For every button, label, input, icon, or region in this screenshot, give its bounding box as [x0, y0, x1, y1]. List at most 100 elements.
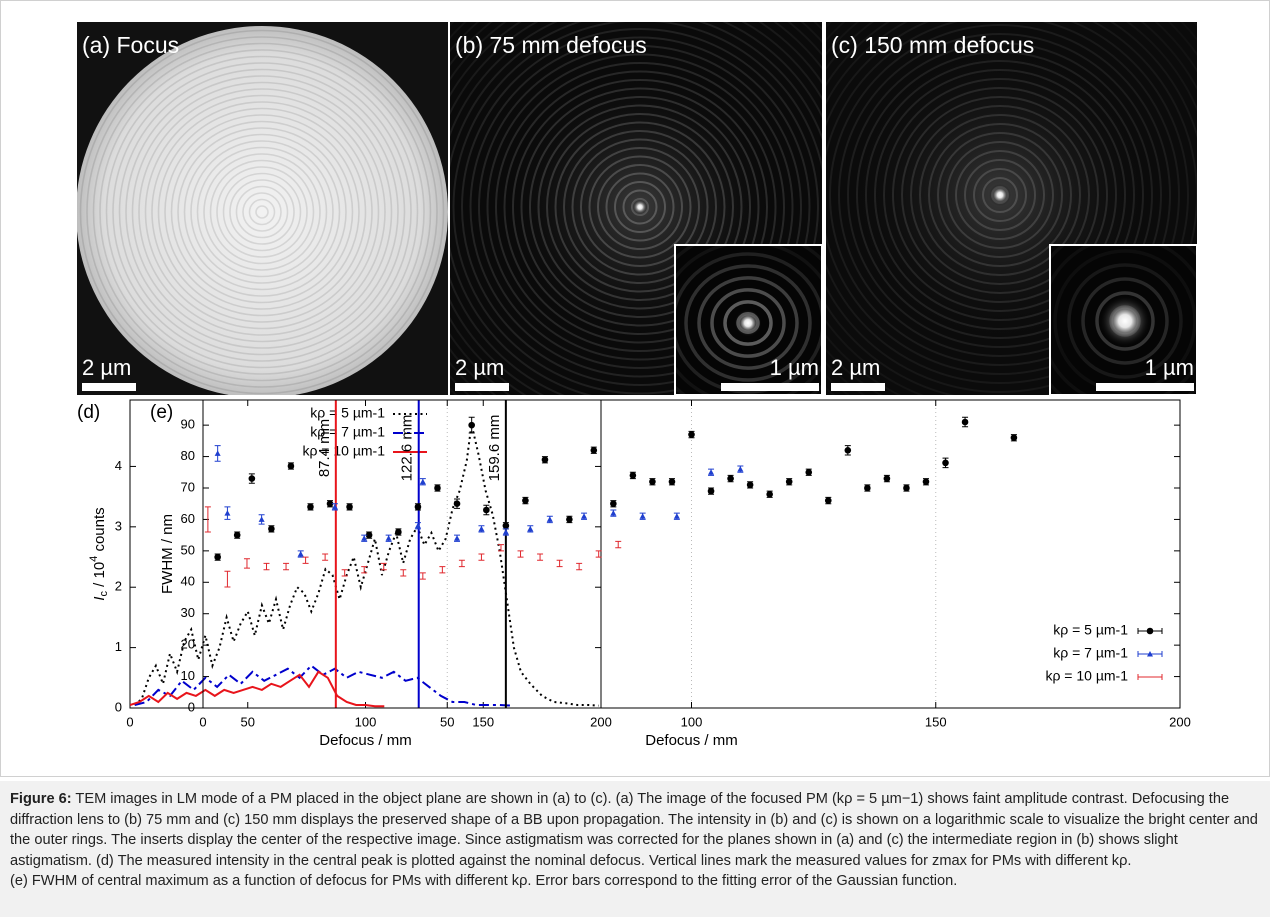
- ring: [546, 113, 734, 301]
- ring: [164, 114, 360, 310]
- ring: [622, 189, 658, 225]
- point: [673, 513, 680, 519]
- y-axis-label: FWHM / nm: [159, 514, 176, 594]
- error-bar: [400, 569, 407, 577]
- error-bar: [361, 566, 368, 574]
- point: [224, 510, 231, 516]
- point: [610, 510, 617, 516]
- point: [844, 446, 852, 454]
- ring: [196, 146, 328, 278]
- point: [688, 431, 695, 438]
- y-tick-label: 4: [115, 458, 122, 473]
- point: [961, 418, 969, 426]
- point: [649, 478, 656, 486]
- point: [454, 535, 461, 541]
- y-tick-label: 90: [181, 417, 195, 432]
- ring: [723, 300, 773, 346]
- ring: [203, 153, 321, 271]
- ring: [248, 198, 276, 226]
- scale-bar-label: 2 µm: [455, 355, 504, 380]
- ring: [112, 62, 412, 362]
- scale-bar-label: 2 µm: [82, 355, 131, 380]
- point: [483, 506, 490, 514]
- ring: [151, 101, 373, 323]
- x-tick-label: 0: [199, 714, 206, 729]
- point: [233, 531, 241, 539]
- ring: [826, 22, 1189, 384]
- point: [268, 525, 275, 533]
- point: [468, 421, 475, 429]
- y-tick-label: 40: [181, 574, 195, 589]
- ring: [229, 179, 295, 245]
- point: [707, 487, 715, 495]
- ring: [937, 132, 1063, 258]
- error-bar: [478, 553, 485, 561]
- legend-swatch: [1146, 627, 1154, 635]
- ring: [829, 24, 1171, 366]
- legend-label: kρ = 7 µm-1: [1053, 645, 1128, 661]
- inset: [1051, 246, 1197, 395]
- ring: [222, 172, 302, 252]
- error-bar: [458, 559, 465, 568]
- marker-line-label: 87.4 mm: [316, 419, 333, 477]
- y-tick-label: 50: [181, 542, 195, 557]
- point: [766, 490, 773, 498]
- ring: [580, 147, 700, 267]
- ring: [973, 168, 1027, 222]
- ring: [183, 133, 341, 291]
- ring: [883, 78, 1117, 312]
- error-bar: [243, 558, 250, 569]
- point: [864, 484, 871, 492]
- point: [785, 478, 793, 486]
- ring: [461, 28, 819, 386]
- point: [942, 459, 949, 467]
- legend-label: kρ = 7 µm-1: [310, 424, 385, 440]
- disk: [77, 26, 448, 395]
- y-tick-label: 10: [181, 668, 195, 683]
- scale-bar-label: 1 µm: [1145, 355, 1194, 380]
- ring: [86, 36, 438, 388]
- ring: [486, 53, 794, 361]
- caption-paragraph: Figure 6: TEM images in LM mode of a PM …: [10, 789, 1260, 871]
- point: [361, 535, 368, 541]
- ring: [597, 164, 683, 250]
- point: [824, 497, 832, 504]
- ring: [874, 69, 1126, 321]
- ring: [826, 22, 1197, 393]
- caption: Figure 6: TEM images in LM mode of a PM …: [0, 781, 1270, 917]
- ring: [614, 181, 666, 233]
- scale-bar: [1096, 383, 1194, 391]
- caption-text: TEM images in LM mode of a PM placed in …: [10, 791, 1258, 869]
- error-bar: [615, 540, 622, 549]
- plot-area: [130, 423, 599, 708]
- figure: (a) Focus (b) 75 mm defocus (c) 150 mm d…: [0, 0, 1270, 777]
- point: [395, 528, 402, 536]
- y-axis-label-part: I: [91, 597, 108, 601]
- ring: [118, 68, 406, 356]
- ring: [919, 114, 1081, 276]
- point: [708, 469, 715, 475]
- point: [248, 475, 256, 482]
- point: [326, 500, 334, 508]
- y-tick-label: 0: [188, 699, 195, 714]
- ring: [982, 177, 1018, 213]
- ring: [571, 138, 709, 276]
- point: [346, 503, 353, 511]
- y-tick-label: 3: [115, 518, 122, 533]
- point: [903, 484, 910, 492]
- point: [434, 484, 441, 492]
- ring: [563, 130, 717, 284]
- scale-bar: [831, 383, 885, 391]
- ring: [826, 22, 1180, 375]
- marker-line-label: 122.6 mm: [399, 415, 416, 482]
- ring: [697, 276, 799, 370]
- legend-swatch: [1147, 651, 1153, 657]
- ring: [495, 62, 785, 352]
- series-line: [130, 670, 385, 708]
- legend-swatch: [1137, 674, 1163, 680]
- panel-label: (a) Focus: [82, 32, 179, 58]
- point: [668, 478, 676, 486]
- ring: [928, 123, 1072, 267]
- image-panel: [77, 22, 448, 395]
